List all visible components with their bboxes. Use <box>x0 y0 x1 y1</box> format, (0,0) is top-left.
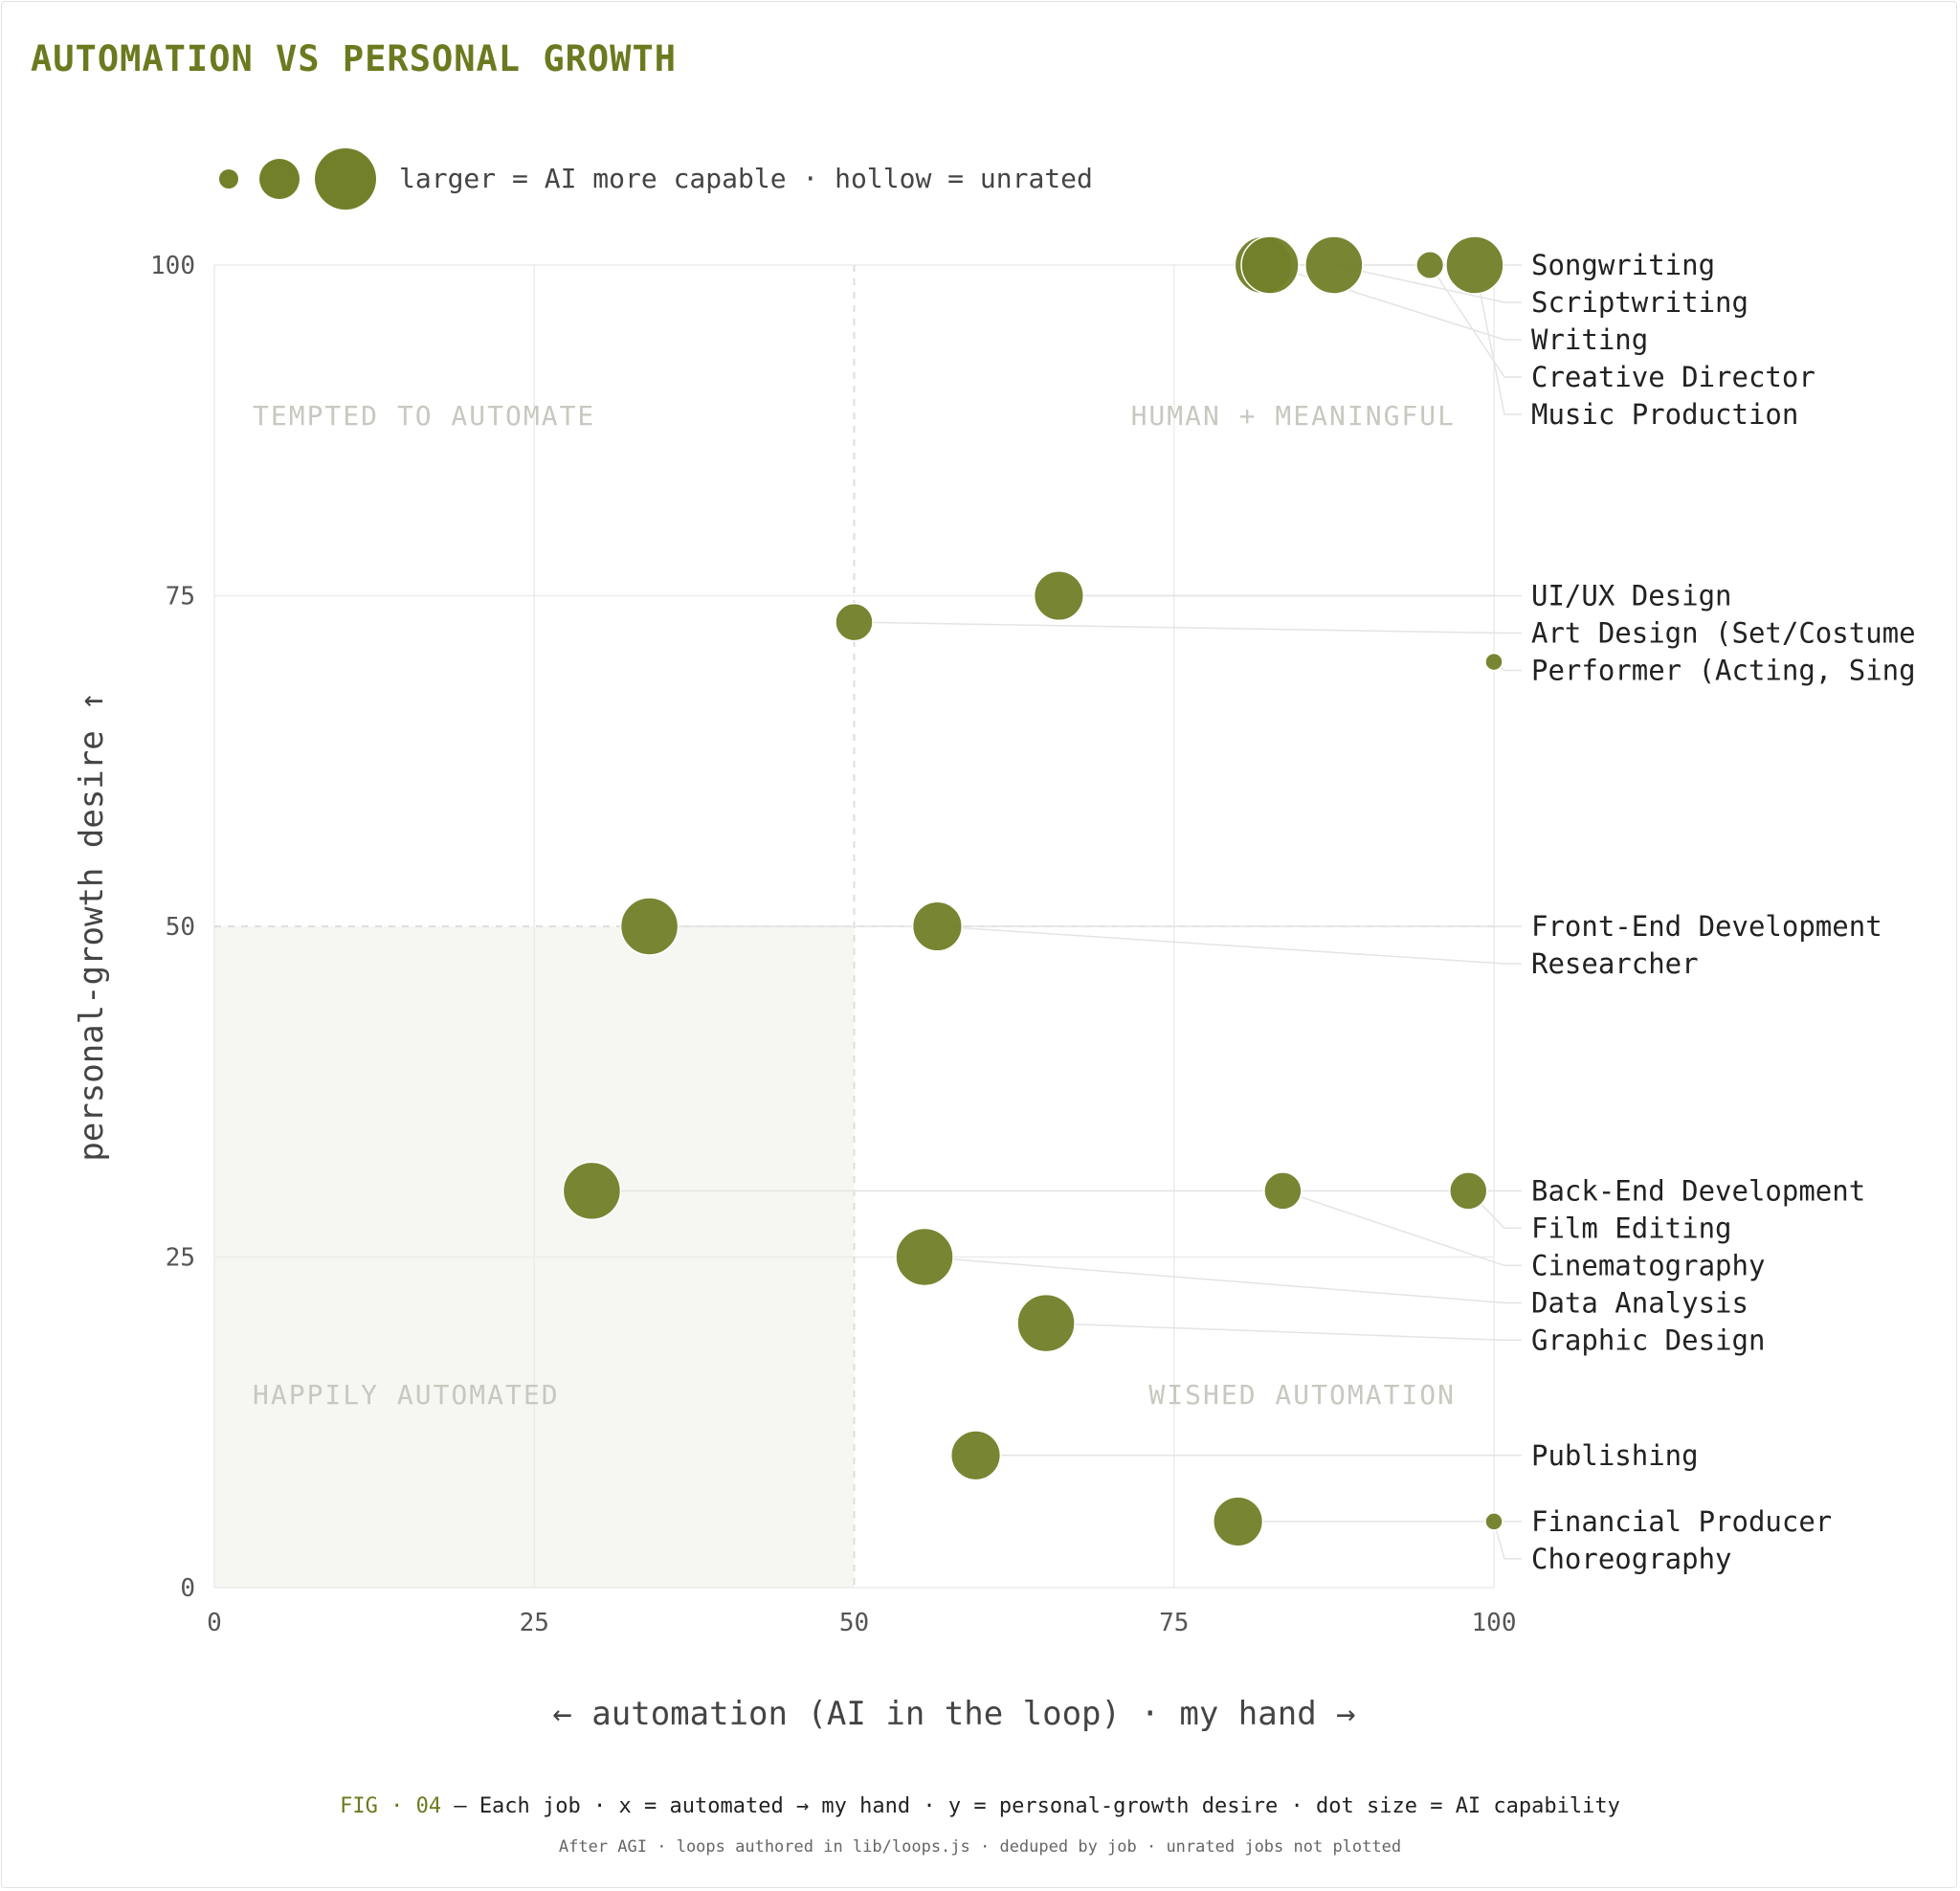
x-tick-label: 25 <box>520 1609 549 1637</box>
figure-number: FIG · 04 <box>340 1794 442 1818</box>
data-point <box>1484 652 1503 672</box>
x-tick-label: 50 <box>839 1609 869 1637</box>
point-label: Creative Director <box>1531 361 1815 393</box>
data-point <box>949 1430 1002 1481</box>
x-axis-label: ← automation (AI in the loop) · my hand … <box>552 1695 1355 1733</box>
chart-title: AUTOMATION VS PERSONAL GROWTH <box>31 38 678 79</box>
point-label: Front-End Development <box>1531 910 1882 943</box>
point-label: Data Analysis <box>1531 1286 1748 1319</box>
size-legend-text: larger = AI more capable · hollow = unra… <box>399 163 1093 194</box>
point-label: Scriptwriting <box>1531 286 1748 319</box>
data-point <box>835 602 874 642</box>
point-label: Art Design (Set/Costume <box>1531 617 1916 650</box>
y-axis-label: personal-growth desire ↑ <box>73 691 111 1161</box>
size-legend-dot <box>219 169 238 189</box>
axis-ticks: 0 25 50 75 100 0 25 50 75 100 <box>150 252 1516 1637</box>
point-label: Songwriting <box>1531 249 1715 281</box>
x-tick-label: 75 <box>1159 1609 1189 1637</box>
quadrant-label-bottom-left: HAPPILY AUTOMATED <box>253 1379 560 1411</box>
y-tick-label: 25 <box>166 1244 195 1273</box>
data-point <box>1484 1512 1503 1531</box>
point-label: Researcher <box>1531 947 1699 980</box>
leader-line <box>924 1256 1522 1304</box>
figure-caption-text: — Each job · x = automated → my hand · y… <box>441 1794 1620 1818</box>
data-point <box>911 901 963 952</box>
data-point <box>1033 569 1084 622</box>
data-point <box>1445 235 1504 295</box>
leader-line <box>1333 264 1522 303</box>
point-label: Cinematography <box>1531 1249 1765 1281</box>
data-point <box>1240 235 1300 295</box>
point-label: Graphic Design <box>1531 1324 1765 1356</box>
size-legend: larger = AI more capable · hollow = unra… <box>219 148 1093 210</box>
leader-line <box>854 621 1522 634</box>
leader-line <box>1046 1322 1522 1342</box>
point-label: Choreography <box>1531 1543 1732 1575</box>
leader-line <box>1493 1521 1522 1560</box>
y-tick-label: 100 <box>150 252 195 280</box>
data-point <box>1415 251 1445 279</box>
quadrant-label-bottom-right: WISHED AUTOMATION <box>1148 1379 1456 1411</box>
quadrant-label-top-right: HUMAN + MEANINGFUL <box>1131 400 1456 432</box>
point-label: Music Production <box>1531 398 1798 431</box>
data-point <box>1449 1171 1488 1211</box>
data-point <box>1213 1496 1264 1547</box>
point-label: Performer (Acting, Sing <box>1531 655 1916 687</box>
point-label: Film Editing <box>1531 1212 1732 1244</box>
point-label: Back-End Development <box>1531 1174 1865 1207</box>
data-point <box>1016 1293 1076 1353</box>
x-tick-label: 0 <box>207 1609 222 1637</box>
point-label: Publishing <box>1531 1439 1699 1472</box>
figure-caption: FIG · 04 — Each job · x = automated → my… <box>0 1794 1960 1818</box>
figure-subcaption: After AGI · loops authored in lib/loops.… <box>558 1837 1402 1857</box>
leader-line <box>1282 1190 1522 1267</box>
size-legend-dot <box>315 148 376 210</box>
x-tick-label: 100 <box>1472 1609 1517 1637</box>
data-point <box>619 897 679 956</box>
data-point <box>562 1161 622 1221</box>
point-label: Writing <box>1531 323 1648 356</box>
point-label: Financial Producer <box>1531 1505 1832 1538</box>
point-label: UI/UX Design <box>1531 580 1732 612</box>
data-point <box>1304 235 1364 295</box>
y-tick-label: 0 <box>180 1574 195 1603</box>
data-point <box>895 1227 954 1287</box>
point-labels: Songwriting Scriptwriting Writing Creative … <box>1531 249 1916 1575</box>
y-tick-label: 50 <box>166 913 195 942</box>
leader-lines <box>591 264 1522 1560</box>
size-legend-dot <box>259 159 300 199</box>
leader-line <box>1429 264 1522 378</box>
data-points <box>562 235 1504 1547</box>
leader-line <box>937 925 1522 965</box>
leader-line <box>1474 264 1522 415</box>
y-tick-label: 75 <box>166 583 195 612</box>
quadrant-labels: TEMPTED TO AUTOMATE HUMAN + MEANINGFUL H… <box>253 400 1456 1411</box>
data-point <box>1263 1171 1303 1211</box>
quadrant-label-top-left: TEMPTED TO AUTOMATE <box>253 400 595 432</box>
